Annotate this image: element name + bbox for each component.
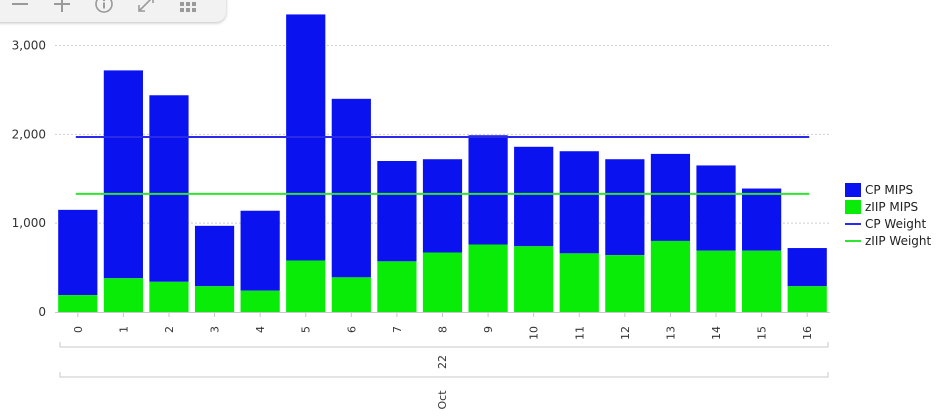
x-tick-label: 12 [619,326,632,340]
bar-ziip-mips [331,277,371,312]
legend-item-ziip-weight[interactable]: zIIP Weight [845,232,931,249]
bar-ziip-mips [377,261,417,312]
bar-ziip-mips [696,250,736,312]
legend-item-ziip-mips[interactable]: zIIP MIPS [845,198,931,215]
bar-ziip-mips [559,253,599,312]
bar-ziip-mips [742,250,782,312]
bar-cp-mips [468,135,508,245]
bar-ziip-mips [650,240,691,312]
bar-cp-mips [149,95,189,282]
x-tick-label: 3 [209,326,222,333]
x-tick-label: 2 [163,326,176,333]
info-icon [95,0,113,13]
bar-cp-mips [650,153,691,241]
x-tick-label: 11 [573,326,586,340]
bar-cp-mips [696,165,736,251]
bar-cp-mips [240,210,280,291]
zoom-in-button[interactable] [44,0,80,18]
bar-cp-mips [514,146,554,247]
bar-cp-mips [377,161,417,262]
bar-cp-mips [559,151,599,254]
x-tick-label: 4 [254,326,267,333]
expand-button[interactable] [128,0,164,18]
legend: CP MIPS zIIP MIPS CP Weight zIIP Weight [845,181,931,249]
bar-ziip-mips [194,286,235,312]
y-tick-label: 2,000 [12,127,46,141]
bar-ziip-mips [605,255,645,312]
x-tick-label: 1 [117,326,130,333]
bar-cp-mips [103,70,143,279]
legend-label: CP MIPS [865,182,914,197]
x-tick-label: 9 [482,326,495,333]
bar-cp-mips [742,188,782,251]
x-group-label-day: 22 [436,355,449,369]
zoom-out-button[interactable] [2,0,38,18]
x-tick-label: 16 [801,326,814,340]
cp-weight-swatch [845,222,861,225]
bar-cp-mips [787,248,827,287]
x-group-label-month: Oct [436,390,449,410]
legend-item-cp-weight[interactable]: CP Weight [845,215,931,232]
legend-label: CP Weight [865,216,927,231]
y-tick-label: 1,000 [12,216,46,230]
bar-ziip-mips [286,260,326,312]
x-tick-label: 15 [756,326,769,340]
x-tick-label: 10 [528,326,541,340]
table-view-button[interactable] [170,0,206,18]
x-group-bracket-day [59,342,829,348]
bar-ziip-mips [240,290,280,312]
cp-mips-swatch [845,182,861,197]
bar-cp-mips [194,225,235,287]
bar-ziip-mips [787,286,827,312]
x-tick-label: 13 [664,326,677,340]
x-tick-label: 8 [437,326,450,333]
zoom-out-icon [12,3,28,5]
bar-cp-mips [58,209,98,296]
bars [58,14,827,312]
bar-cp-mips [605,159,645,256]
bar-ziip-mips [514,246,554,312]
x-tick-label: 5 [300,326,313,333]
bar-ziip-mips [103,278,143,312]
grid-icon [180,2,196,12]
bar-ziip-mips [58,295,98,312]
x-tick-label: 6 [345,326,358,333]
ziip-mips-swatch [845,199,861,214]
x-tick-label: 7 [391,326,404,333]
x-tick-label: 0 [72,326,85,333]
y-axis-ticks: 0 1,000 2,000 3,000 [12,39,46,319]
legend-label: zIIP Weight [865,233,932,248]
expand-icon [138,0,154,12]
bar-ziip-mips [422,252,463,312]
x-tick-label: 14 [710,326,723,340]
x-group-bracket-month [59,372,829,378]
chart-toolbar [0,0,226,22]
bar-ziip-mips [149,281,189,312]
bar-cp-mips [331,98,371,278]
bar-cp-mips [422,159,463,253]
bar-ziip-mips [468,244,508,312]
y-tick-label: 3,000 [12,39,46,53]
legend-label: zIIP MIPS [865,199,919,214]
weight-lines [75,136,810,195]
legend-item-cp-mips[interactable]: CP MIPS [845,181,931,198]
info-button[interactable] [86,0,122,18]
y-tick-label: 0 [38,305,46,319]
ziip-weight-swatch [845,239,861,242]
zoom-in-icon [54,0,70,12]
